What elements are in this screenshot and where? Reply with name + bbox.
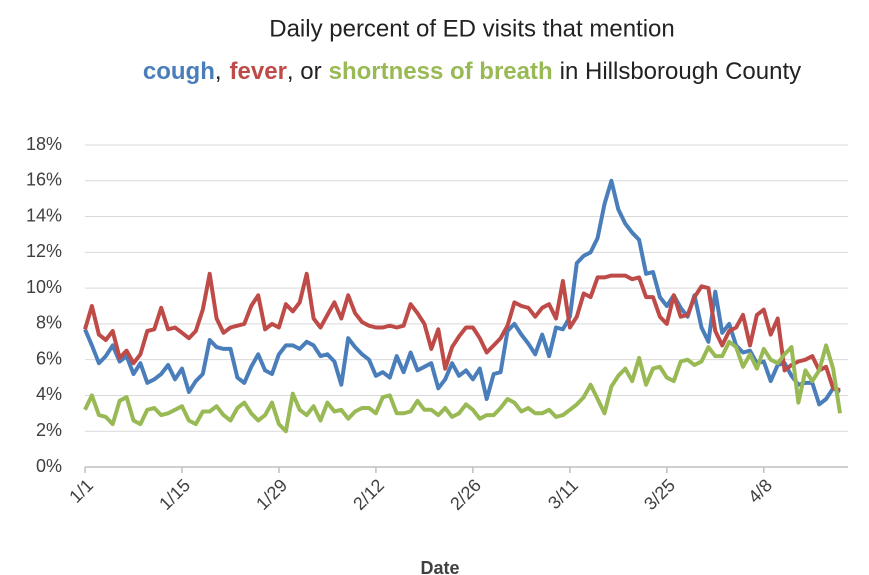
title-text: in Hillsborough County [560,58,801,85]
x-tick-label: 1/1 [65,475,97,507]
title-text: , [215,58,222,85]
title-text: , or [287,58,322,85]
y-tick-label: 6% [36,348,62,368]
series-line [83,178,841,407]
y-tick-label: 0% [36,456,62,476]
y-tick-label: 18% [26,134,62,154]
y-tick-label: 8% [36,313,62,333]
x-tick-label: 1/15 [155,475,194,514]
chart-title: Daily percent of ED visits that mention [269,15,675,42]
x-axis-label: Date [420,558,459,575]
title-series-name: shortness of breath [329,58,553,85]
x-tick-label: 1/29 [252,475,291,514]
x-tick-label: 2/26 [446,475,485,514]
x-tick-label: 3/25 [640,475,679,514]
x-tick-label: 2/12 [349,475,388,514]
y-tick-label: 4% [36,384,62,404]
series-line [83,339,842,434]
y-tick-label: 12% [26,241,62,261]
y-tick-label: 2% [36,420,62,440]
title-series-name: cough [143,58,215,85]
y-tick-label: 16% [26,170,62,190]
chart-subtitle: cough, fever, or shortness of breath in Hil… [143,58,801,85]
x-tick-label: 3/11 [544,475,582,513]
y-tick-label: 14% [26,205,62,225]
x-tick-label: 4/8 [744,475,776,507]
y-tick-label: 10% [26,277,62,297]
series-line [83,271,841,393]
title-series-name: fever [230,58,287,85]
